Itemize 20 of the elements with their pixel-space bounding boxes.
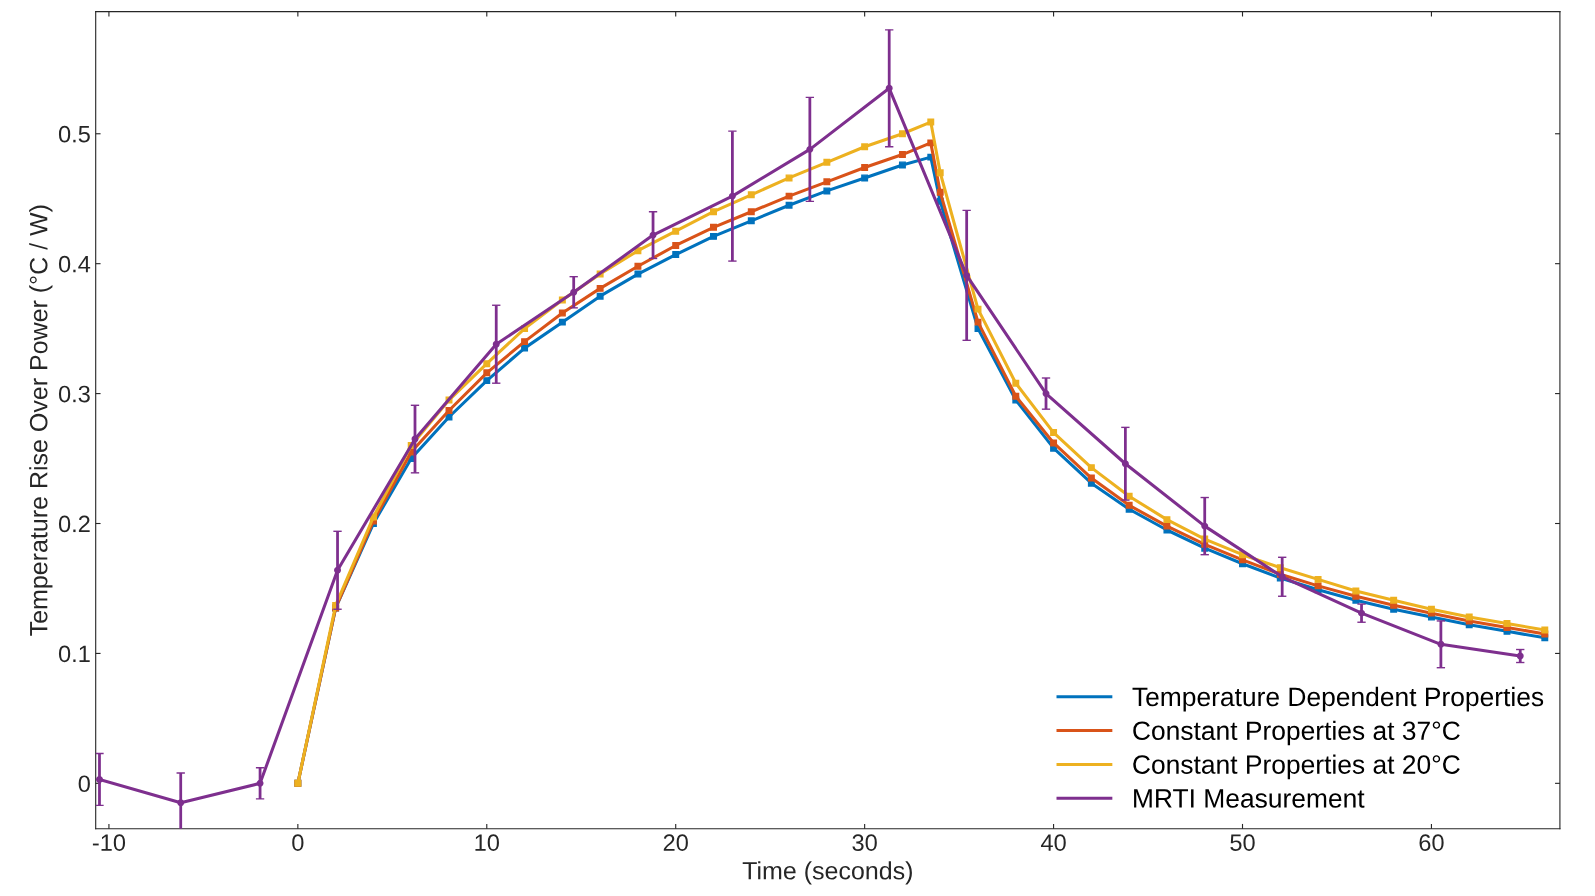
- x-axis-title: Time (seconds): [742, 861, 912, 885]
- y-tick-label: 0.5: [58, 125, 90, 143]
- legend-label: MRTI Measurement: [1134, 789, 1365, 808]
- y-tick-label: 0.4: [58, 255, 91, 273]
- legend-label: Constant Properties at 37°C: [1133, 720, 1460, 746]
- y-axis-title: Temperature Rise Over Power (°C / W): [29, 205, 53, 636]
- x-tick-label: 40: [1040, 834, 1066, 851]
- x-tick-label: -10: [92, 834, 126, 851]
- x-tick-label: 60: [1419, 834, 1444, 851]
- x-tick-label: 0: [292, 834, 304, 851]
- legend-label: Constant Properties at 20°C: [1133, 754, 1460, 780]
- x-tick-label: 50: [1230, 834, 1255, 851]
- y-tick-label: 0.1: [58, 645, 90, 663]
- y-tick-label: 0.3: [58, 385, 90, 403]
- x-tick-label: 10: [475, 834, 499, 851]
- x-tick-label: 20: [663, 834, 688, 851]
- x-tick-label: 30: [852, 834, 877, 851]
- y-tick-label: 0: [78, 775, 90, 793]
- legend-label: Temperature Dependent Properties: [1132, 686, 1544, 712]
- y-tick-label: 0.2: [58, 515, 90, 533]
